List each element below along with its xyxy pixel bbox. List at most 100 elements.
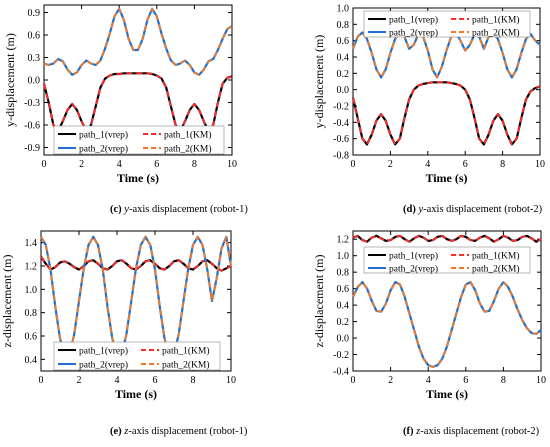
y-tick-label: 0.6	[337, 36, 350, 47]
legend-label: path_1(KM)	[162, 346, 210, 357]
legend-box	[363, 10, 531, 38]
y-tick-label: 1.0	[25, 285, 38, 296]
series-line-1	[352, 234, 542, 243]
legend-label: path_2(vrep)	[79, 144, 128, 155]
y-tick-label: -0.2	[333, 102, 349, 113]
y-tick-label: 0.6	[337, 284, 350, 295]
panel-d: -0.8 -0.6 -0.4 -0.2 0.0 0.2 0.4 0.6 0.8 1.0 0 2 4 6 8 1…	[312, 4, 545, 216]
y-tick-label: -0.4	[333, 118, 349, 129]
legend-label: path_1(vrep)	[389, 251, 438, 262]
caption-label: (f)	[403, 426, 416, 437]
x-tick-label: 6	[153, 375, 158, 386]
x-tick-label: 4	[426, 375, 431, 386]
y-tick-label: 0.8	[337, 268, 350, 279]
series-line-4	[40, 235, 232, 357]
y-tick-label: 0.6	[28, 31, 41, 42]
y-tick-label: 1.0	[337, 4, 350, 15]
legend-label: path_2(KM)	[164, 144, 212, 155]
caption-axis: y	[123, 204, 129, 215]
y-axis-label: z-displacement (m)	[312, 255, 326, 348]
plot-frame	[352, 230, 542, 372]
y-tick-label: 0.8	[337, 20, 350, 31]
caption-text: -axis displacement (robot-2)	[420, 426, 539, 437]
x-axis-label: Time (s)	[115, 387, 157, 401]
series-line-3	[351, 31, 541, 79]
x-tick-label: 0	[351, 159, 356, 170]
x-tick-label: 8	[501, 375, 506, 386]
x-tick-label: 6	[154, 159, 159, 170]
y-tick-label: 0.0	[337, 85, 350, 96]
y-tick-label: 0.4	[25, 355, 38, 366]
y-tick-label: 0.4	[337, 53, 350, 64]
x-tick-label: 10	[536, 375, 546, 386]
panel-caption: (c) y-axis displacement (robot-1)	[110, 204, 248, 215]
legend-label: path_1(vrep)	[79, 346, 128, 357]
x-tick-label: 0	[39, 375, 44, 386]
panel-caption: (d) y-axis displacement (robot-2)	[403, 204, 543, 215]
x-tick-label: 10	[535, 159, 545, 170]
x-tick-label: 4	[425, 159, 430, 170]
panel-c: -0.9 -0.6 -0.3 0.0 0.3 0.6 0.9 0 2 4 6 8 10 Time (s) y…	[3, 4, 248, 215]
x-tick-label: 2	[388, 159, 393, 170]
caption-label: (e)	[110, 426, 124, 437]
series-line-2	[40, 256, 232, 272]
legend-box	[53, 341, 221, 371]
series-line-4	[352, 31, 541, 79]
x-tick-label: 8	[191, 375, 196, 386]
legend-label: path_2(vrep)	[389, 264, 438, 275]
caption-axis: z	[123, 426, 128, 437]
legend-label: path_2(KM)	[162, 360, 210, 371]
caption-label: (c)	[110, 204, 124, 215]
y-tick-label: -0.4	[333, 367, 349, 378]
y-axis-label: z-displacement (m)	[0, 255, 14, 348]
x-tick-label: 6	[463, 375, 468, 386]
y-tick-label: 0.2	[337, 317, 350, 328]
series-line-2	[43, 72, 233, 132]
y-tick-label: 0.6	[25, 332, 38, 343]
plot-frame	[40, 230, 232, 372]
y-tick-label: 0.8	[25, 308, 38, 319]
x-tick-label: 2	[79, 159, 84, 170]
panel-f: -0.4 -0.2 0.0 0.2 0.4 0.6 0.8 1.0 1.2 0 2 4 6 8 10 Time…	[312, 230, 546, 437]
y-axis-label: y-displacement (m)	[3, 33, 17, 127]
series-line-4	[43, 7, 233, 76]
x-tick-label: 4	[115, 375, 120, 386]
y-tick-label: 1.2	[337, 235, 350, 246]
y-tick-label: -0.8	[333, 151, 349, 162]
caption-axis: z	[415, 426, 420, 437]
panel-caption: (f) z-axis displacement (robot-2)	[403, 426, 540, 437]
legend-label: path_1(KM)	[472, 15, 520, 26]
legend-label: path_1(KM)	[164, 130, 212, 141]
y-tick-label: 1.0	[337, 251, 350, 262]
x-tick-label: 6	[463, 159, 468, 170]
series-line-1	[351, 81, 541, 146]
y-tick-label: 0.3	[28, 53, 41, 64]
x-axis-label: Time (s)	[426, 387, 468, 401]
y-tick-label: -0.6	[24, 121, 40, 132]
legend-label: path_2(KM)	[472, 28, 520, 39]
series-line-4	[352, 281, 542, 368]
legend-label: path_2(KM)	[472, 264, 520, 275]
series-line-2	[352, 81, 541, 146]
x-tick-label: 2	[388, 375, 393, 386]
legend-label: path_1(vrep)	[389, 15, 438, 26]
panel-caption: (e) z-axis displacement (robot-1)	[110, 426, 248, 437]
series-line-3	[40, 235, 233, 357]
y-tick-label: -0.2	[333, 350, 349, 361]
y-tick-label: 0.0	[337, 334, 350, 345]
y-tick-label: -0.6	[333, 134, 349, 145]
y-tick-label: 0.0	[28, 76, 41, 87]
y-axis-label: y-displacement (m)	[312, 35, 326, 129]
y-tick-label: -0.9	[24, 143, 40, 154]
caption-text: -axis displacement (robot-1)	[128, 426, 247, 437]
legend-label: path_2(vrep)	[79, 360, 128, 371]
caption-text: -axis displacement (robot-2)	[423, 204, 542, 215]
y-tick-label: 1.4	[25, 238, 38, 249]
x-tick-label: 0	[42, 159, 47, 170]
series-line-3	[43, 7, 233, 76]
x-axis-label: Time (s)	[425, 171, 467, 185]
y-tick-label: 0.2	[337, 69, 350, 80]
x-tick-label: 0	[351, 375, 356, 386]
y-tick-label: 1.2	[25, 262, 38, 273]
